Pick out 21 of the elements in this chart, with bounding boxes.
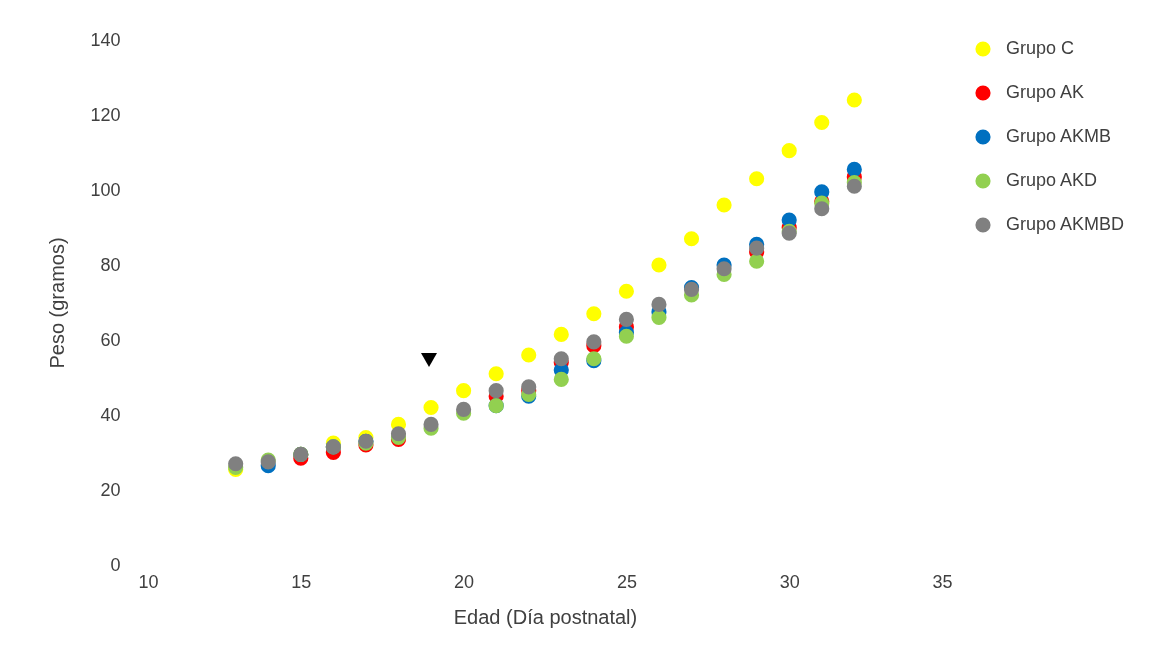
legend-label: Grupo AKMBD (1006, 214, 1125, 234)
y-tick-label: 60 (100, 329, 121, 350)
legend-label: Grupo C (1006, 38, 1075, 58)
legend-label: Grupo AK (1006, 82, 1085, 102)
x-axis-title: Edad (Día postnatal) (453, 605, 638, 628)
x-tick-label: 25 (616, 571, 637, 592)
legend-label: Grupo AKMB (1006, 126, 1112, 146)
y-tick-label: 120 (90, 104, 121, 125)
y-tick-label: 140 (90, 29, 121, 50)
y-tick-label: 0 (110, 554, 121, 575)
x-tick-label: 15 (291, 571, 312, 592)
legend-label: Grupo AKD (1006, 170, 1098, 190)
y-tick-label: 80 (100, 254, 121, 275)
x-tick-label: 30 (779, 571, 800, 592)
y-tick-label: 100 (90, 179, 121, 200)
x-tick-label: 10 (138, 571, 159, 592)
y-tick-label: 20 (100, 479, 121, 500)
x-tick-label: 20 (454, 571, 475, 592)
y-tick-label: 40 (100, 404, 121, 425)
x-tick-label: 35 (932, 571, 953, 592)
y-axis-title: Peso (gramos) (46, 237, 69, 369)
